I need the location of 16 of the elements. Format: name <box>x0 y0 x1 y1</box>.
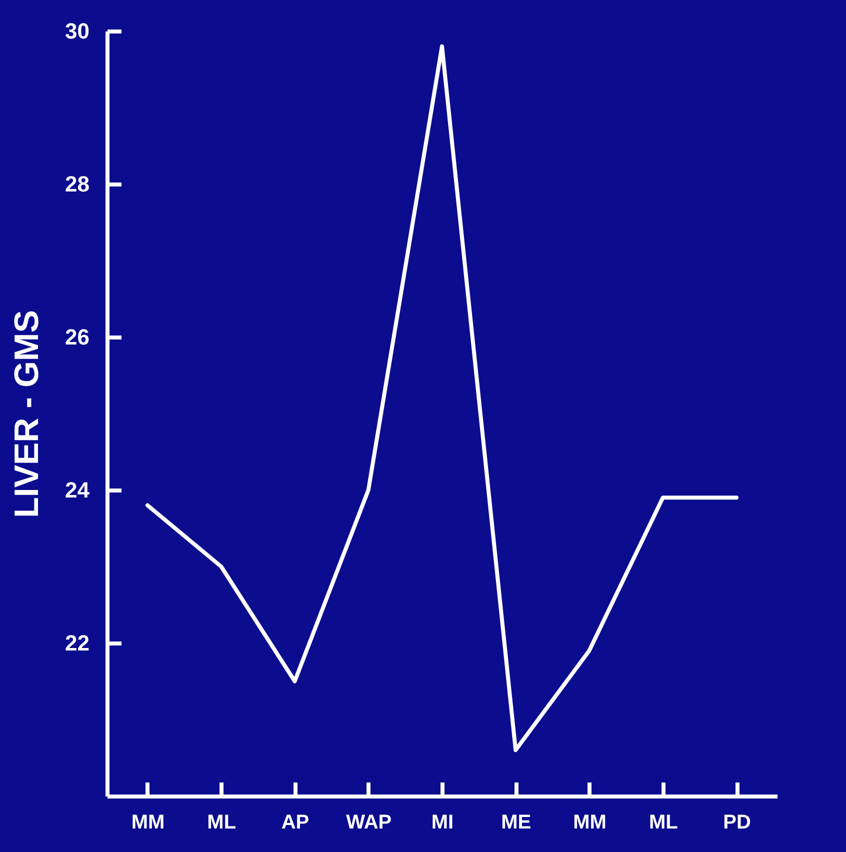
x-tick-label: ME <box>501 812 532 834</box>
x-tick-label: AP <box>281 812 310 834</box>
y-tick-label: 22 <box>65 630 90 656</box>
x-tick-label: MM <box>131 812 165 834</box>
y-tick-label: 28 <box>65 172 90 196</box>
x-tick-label: ML <box>648 812 678 834</box>
y-tick-label: 26 <box>65 324 90 350</box>
x-tick-label: PD <box>723 812 751 834</box>
x-tick-label: WAP <box>346 812 392 834</box>
y-tick-label: 30 <box>65 18 90 44</box>
x-tick-label: MI <box>431 812 454 834</box>
x-tick-label: MM <box>573 812 606 834</box>
x-tick-label: ML <box>207 812 236 834</box>
y-tick-label: 24 <box>65 478 90 502</box>
y-axis-title: LIVER - GMS <box>8 310 46 518</box>
line-series <box>145 44 739 752</box>
